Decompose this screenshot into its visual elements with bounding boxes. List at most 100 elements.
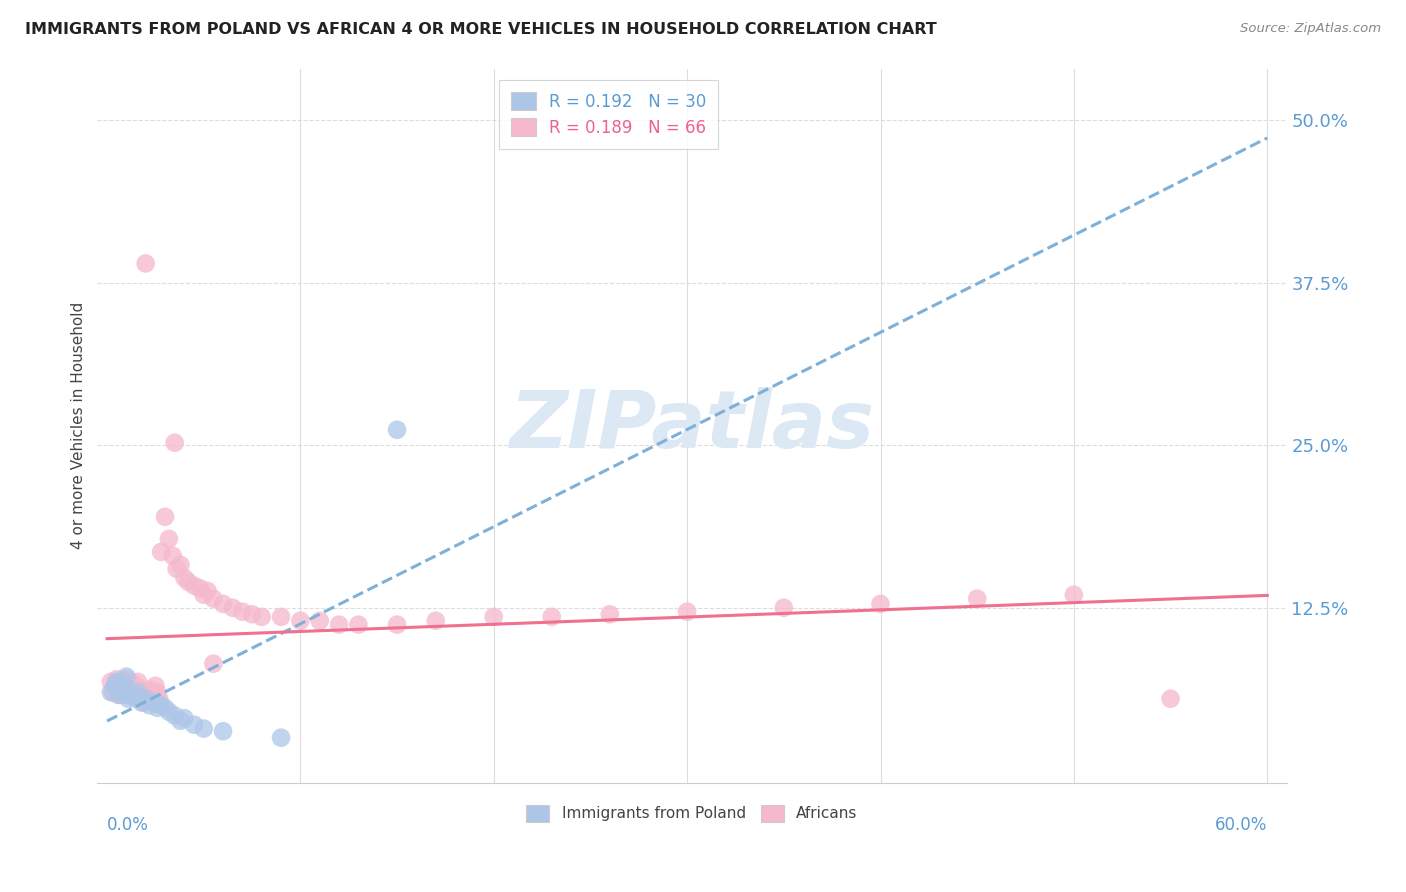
Point: [136, 691, 159, 706]
Point: [240, 607, 263, 622]
Point: [110, 682, 132, 697]
Point: [142, 688, 165, 702]
Point: [183, 717, 205, 731]
Y-axis label: 4 or more Vehicles in Household: 4 or more Vehicles in Household: [72, 302, 86, 549]
Point: [132, 696, 155, 710]
Point: [212, 597, 235, 611]
Point: [772, 600, 794, 615]
Point: [166, 562, 188, 576]
Point: [138, 682, 160, 697]
Point: [115, 688, 138, 702]
Point: [676, 605, 699, 619]
Point: [385, 423, 408, 437]
Point: [169, 558, 191, 572]
Point: [121, 688, 143, 702]
Text: Source: ZipAtlas.com: Source: ZipAtlas.com: [1240, 22, 1381, 36]
Point: [117, 679, 139, 693]
Point: [105, 672, 128, 686]
Point: [222, 600, 245, 615]
Point: [107, 679, 129, 693]
Point: [153, 701, 176, 715]
Point: [482, 610, 505, 624]
Text: IMMIGRANTS FROM POLAND VS AFRICAN 4 OR MORE VEHICLES IN HOUSEHOLD CORRELATION CH: IMMIGRANTS FROM POLAND VS AFRICAN 4 OR M…: [25, 22, 936, 37]
Point: [143, 679, 166, 693]
Point: [131, 685, 153, 699]
Point: [100, 674, 122, 689]
Point: [125, 691, 148, 706]
Point: [150, 545, 173, 559]
Point: [135, 256, 157, 270]
Text: 0.0%: 0.0%: [107, 815, 149, 834]
Legend: Immigrants from Poland, Africans: Immigrants from Poland, Africans: [519, 797, 865, 830]
Point: [202, 657, 225, 671]
Point: [122, 682, 145, 697]
Point: [869, 597, 891, 611]
Point: [270, 610, 292, 624]
Point: [111, 685, 134, 699]
Point: [115, 672, 138, 686]
Point: [115, 688, 138, 702]
Point: [202, 591, 225, 606]
Point: [127, 674, 149, 689]
Point: [163, 708, 186, 723]
Point: [110, 682, 132, 697]
Point: [157, 532, 180, 546]
Point: [138, 698, 160, 713]
Point: [540, 610, 562, 624]
Point: [250, 610, 273, 624]
Point: [163, 435, 186, 450]
Text: 60.0%: 60.0%: [1215, 815, 1267, 834]
Point: [146, 701, 169, 715]
Point: [142, 696, 165, 710]
Point: [197, 583, 219, 598]
Point: [128, 691, 150, 706]
Point: [150, 698, 173, 713]
Point: [425, 614, 447, 628]
Point: [146, 685, 169, 699]
Point: [100, 685, 122, 699]
Point: [120, 685, 142, 699]
Point: [101, 685, 124, 699]
Point: [135, 688, 157, 702]
Point: [173, 571, 195, 585]
Text: ZIPatlas: ZIPatlas: [509, 387, 875, 465]
Point: [104, 679, 127, 693]
Point: [193, 588, 215, 602]
Point: [104, 679, 127, 693]
Point: [153, 509, 176, 524]
Point: [177, 574, 200, 589]
Point: [135, 691, 157, 706]
Point: [193, 722, 215, 736]
Point: [111, 685, 134, 699]
Point: [107, 688, 129, 702]
Point: [115, 670, 138, 684]
Point: [141, 685, 163, 699]
Point: [105, 674, 128, 689]
Point: [121, 685, 143, 699]
Point: [966, 591, 988, 606]
Point: [111, 674, 134, 689]
Point: [125, 679, 148, 693]
Point: [270, 731, 292, 745]
Point: [183, 579, 205, 593]
Point: [173, 711, 195, 725]
Point: [117, 691, 139, 706]
Point: [169, 714, 191, 728]
Point: [231, 605, 253, 619]
Point: [131, 696, 153, 710]
Point: [157, 705, 180, 719]
Point: [162, 549, 184, 563]
Point: [112, 679, 135, 693]
Point: [120, 674, 142, 689]
Point: [212, 724, 235, 739]
Point: [347, 617, 370, 632]
Point: [328, 617, 350, 632]
Point: [290, 614, 312, 628]
Point: [107, 688, 129, 702]
Point: [385, 617, 408, 632]
Point: [112, 679, 135, 693]
Point: [1063, 588, 1085, 602]
Point: [148, 691, 170, 706]
Point: [308, 614, 330, 628]
Point: [188, 581, 211, 595]
